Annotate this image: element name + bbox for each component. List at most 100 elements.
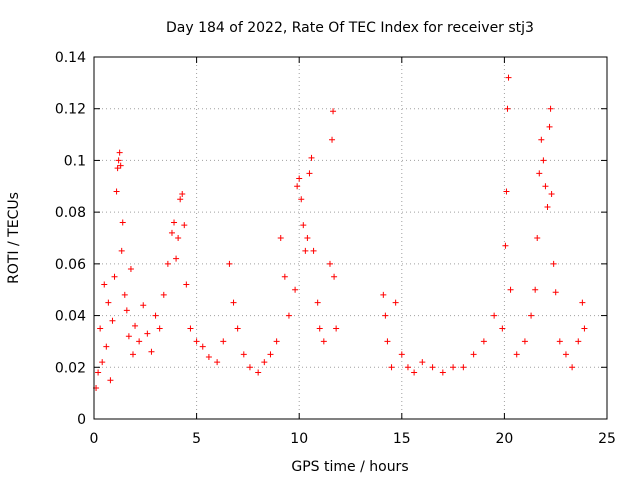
y-tick-label: 0.12 xyxy=(55,102,86,118)
data-point xyxy=(117,162,124,169)
data-point xyxy=(532,286,539,293)
data-point xyxy=(502,242,509,249)
data-point xyxy=(562,351,569,358)
data-point xyxy=(316,325,323,332)
data-point xyxy=(491,312,498,319)
data-point xyxy=(330,108,337,115)
data-point xyxy=(116,149,123,156)
y-tick-label: 0.02 xyxy=(55,360,86,376)
y-tick-label: 0.08 xyxy=(55,205,86,221)
data-point xyxy=(470,351,477,358)
data-point xyxy=(505,74,512,81)
data-point xyxy=(314,299,321,306)
data-point xyxy=(302,247,309,254)
y-axis-ticks: 0 0.02 0.04 0.06 0.08 0.1 0.12 0.14 xyxy=(55,50,607,428)
data-point xyxy=(220,338,227,345)
data-point xyxy=(384,338,391,345)
data-point xyxy=(121,291,128,298)
data-point xyxy=(540,157,547,164)
data-point xyxy=(183,281,190,288)
data-point xyxy=(292,286,299,293)
data-point xyxy=(277,235,284,241)
data-point xyxy=(310,247,317,254)
data-point xyxy=(333,325,340,332)
data-point xyxy=(513,351,520,358)
data-point xyxy=(181,222,188,229)
data-point xyxy=(404,364,411,371)
data-point xyxy=(127,266,134,273)
data-point xyxy=(240,351,247,358)
data-point xyxy=(581,325,588,332)
data-point xyxy=(536,170,543,177)
data-point xyxy=(123,307,130,314)
x-tick-label: 10 xyxy=(290,431,308,447)
x-tick-label: 25 xyxy=(598,431,616,447)
data-point xyxy=(113,188,120,195)
data-point xyxy=(504,105,511,112)
data-point xyxy=(148,348,155,355)
data-point xyxy=(118,247,125,254)
x-tick-label: 0 xyxy=(90,431,99,447)
data-point xyxy=(411,369,418,376)
data-point xyxy=(175,235,182,241)
data-point xyxy=(579,299,586,306)
data-point xyxy=(111,273,118,280)
data-point xyxy=(320,338,327,345)
data-point xyxy=(546,123,553,130)
x-axis-ticks: 0 5 10 15 20 25 xyxy=(90,57,616,447)
data-point xyxy=(129,351,136,358)
data-point xyxy=(300,222,307,229)
x-tick-label: 5 xyxy=(192,431,201,447)
data-point xyxy=(255,369,262,376)
data-point xyxy=(140,302,147,309)
data-point xyxy=(450,364,457,371)
data-point xyxy=(234,325,241,332)
data-point xyxy=(382,312,389,319)
data-point xyxy=(152,312,159,319)
data-point xyxy=(398,351,405,358)
data-point xyxy=(160,291,167,298)
data-point xyxy=(177,196,184,203)
data-point xyxy=(193,338,200,345)
y-tick-label: 0.14 xyxy=(55,50,86,66)
data-point xyxy=(114,165,121,172)
data-point xyxy=(308,154,315,161)
data-point xyxy=(281,273,288,280)
data-point xyxy=(552,289,559,296)
data-point xyxy=(105,299,112,306)
x-tick-label: 20 xyxy=(495,431,513,447)
data-point xyxy=(261,359,268,366)
data-point xyxy=(144,330,151,337)
data-point xyxy=(101,281,108,288)
data-point xyxy=(119,219,126,226)
data-point xyxy=(460,364,467,371)
y-tick-label: 0 xyxy=(77,412,86,428)
data-point xyxy=(499,325,506,332)
data-point xyxy=(156,325,163,332)
data-point xyxy=(542,183,549,190)
data-point xyxy=(575,338,582,345)
x-tick-label: 15 xyxy=(393,431,411,447)
data-point xyxy=(273,338,280,345)
data-point xyxy=(199,343,206,350)
y-tick-label: 0.04 xyxy=(55,309,86,325)
data-point xyxy=(226,260,233,267)
data-point xyxy=(528,312,535,319)
data-point xyxy=(230,299,237,306)
data-point xyxy=(267,351,274,358)
data-point xyxy=(548,191,555,198)
data-point xyxy=(521,338,528,345)
data-point xyxy=(294,183,301,190)
data-point xyxy=(179,191,186,198)
x-axis-label: GPS time / hours xyxy=(291,459,408,475)
data-point xyxy=(388,364,395,371)
data-point xyxy=(168,229,175,236)
data-point xyxy=(171,219,178,226)
data-point xyxy=(95,369,102,376)
data-point xyxy=(556,338,563,345)
data-point xyxy=(285,312,292,319)
data-point xyxy=(503,188,510,195)
y-tick-label: 0.1 xyxy=(64,153,86,169)
grid-lines xyxy=(94,57,607,419)
